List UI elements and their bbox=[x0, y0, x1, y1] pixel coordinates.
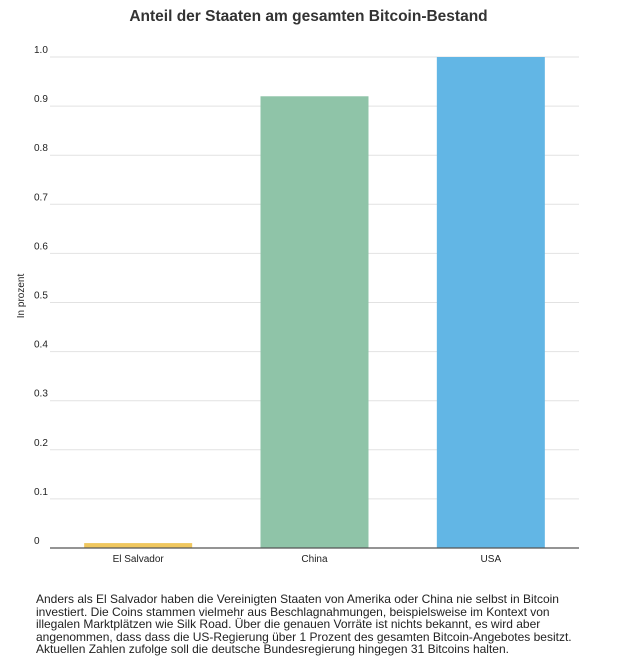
bar-china bbox=[260, 96, 369, 548]
x-tick-label: USA bbox=[481, 554, 502, 565]
y-tick-label: 0.9 bbox=[34, 94, 48, 105]
y-tick-label: 0.7 bbox=[34, 192, 48, 203]
y-tick-label: 1.0 bbox=[34, 45, 48, 56]
y-tick-label: 0.2 bbox=[34, 438, 48, 449]
y-axis-ticks: 0 0.1 0.2 0.3 0.4 0.5 0.6 0.7 0.8 0.9 1.0 bbox=[34, 45, 48, 547]
y-tick-label: 0.6 bbox=[34, 241, 48, 252]
x-axis-labels: El Salvador China USA bbox=[113, 554, 502, 565]
chart-title: Anteil der Staaten am gesamten Bitcoin-B… bbox=[129, 8, 488, 25]
y-tick-label: 0.3 bbox=[34, 389, 48, 400]
y-tick-label: 0.5 bbox=[34, 291, 48, 302]
bar-usa bbox=[436, 57, 545, 548]
caption-text: Anders als El Salvador haben die Vereini… bbox=[36, 592, 572, 656]
y-tick-label: 0.1 bbox=[34, 487, 48, 498]
bar-el-salvador bbox=[84, 543, 193, 548]
y-tick-label: 0 bbox=[34, 536, 40, 547]
y-axis-title: In prozent bbox=[16, 274, 27, 319]
bars bbox=[84, 57, 545, 548]
bar-chart: 0 0.1 0.2 0.3 0.4 0.5 0.6 0.7 0.8 0.9 1.0 El Salva… bbox=[16, 45, 579, 565]
x-tick-label: El Salvador bbox=[113, 554, 165, 565]
y-tick-label: 0.4 bbox=[34, 340, 48, 351]
y-tick-label: 0.8 bbox=[34, 143, 48, 154]
x-tick-label: China bbox=[301, 554, 328, 565]
